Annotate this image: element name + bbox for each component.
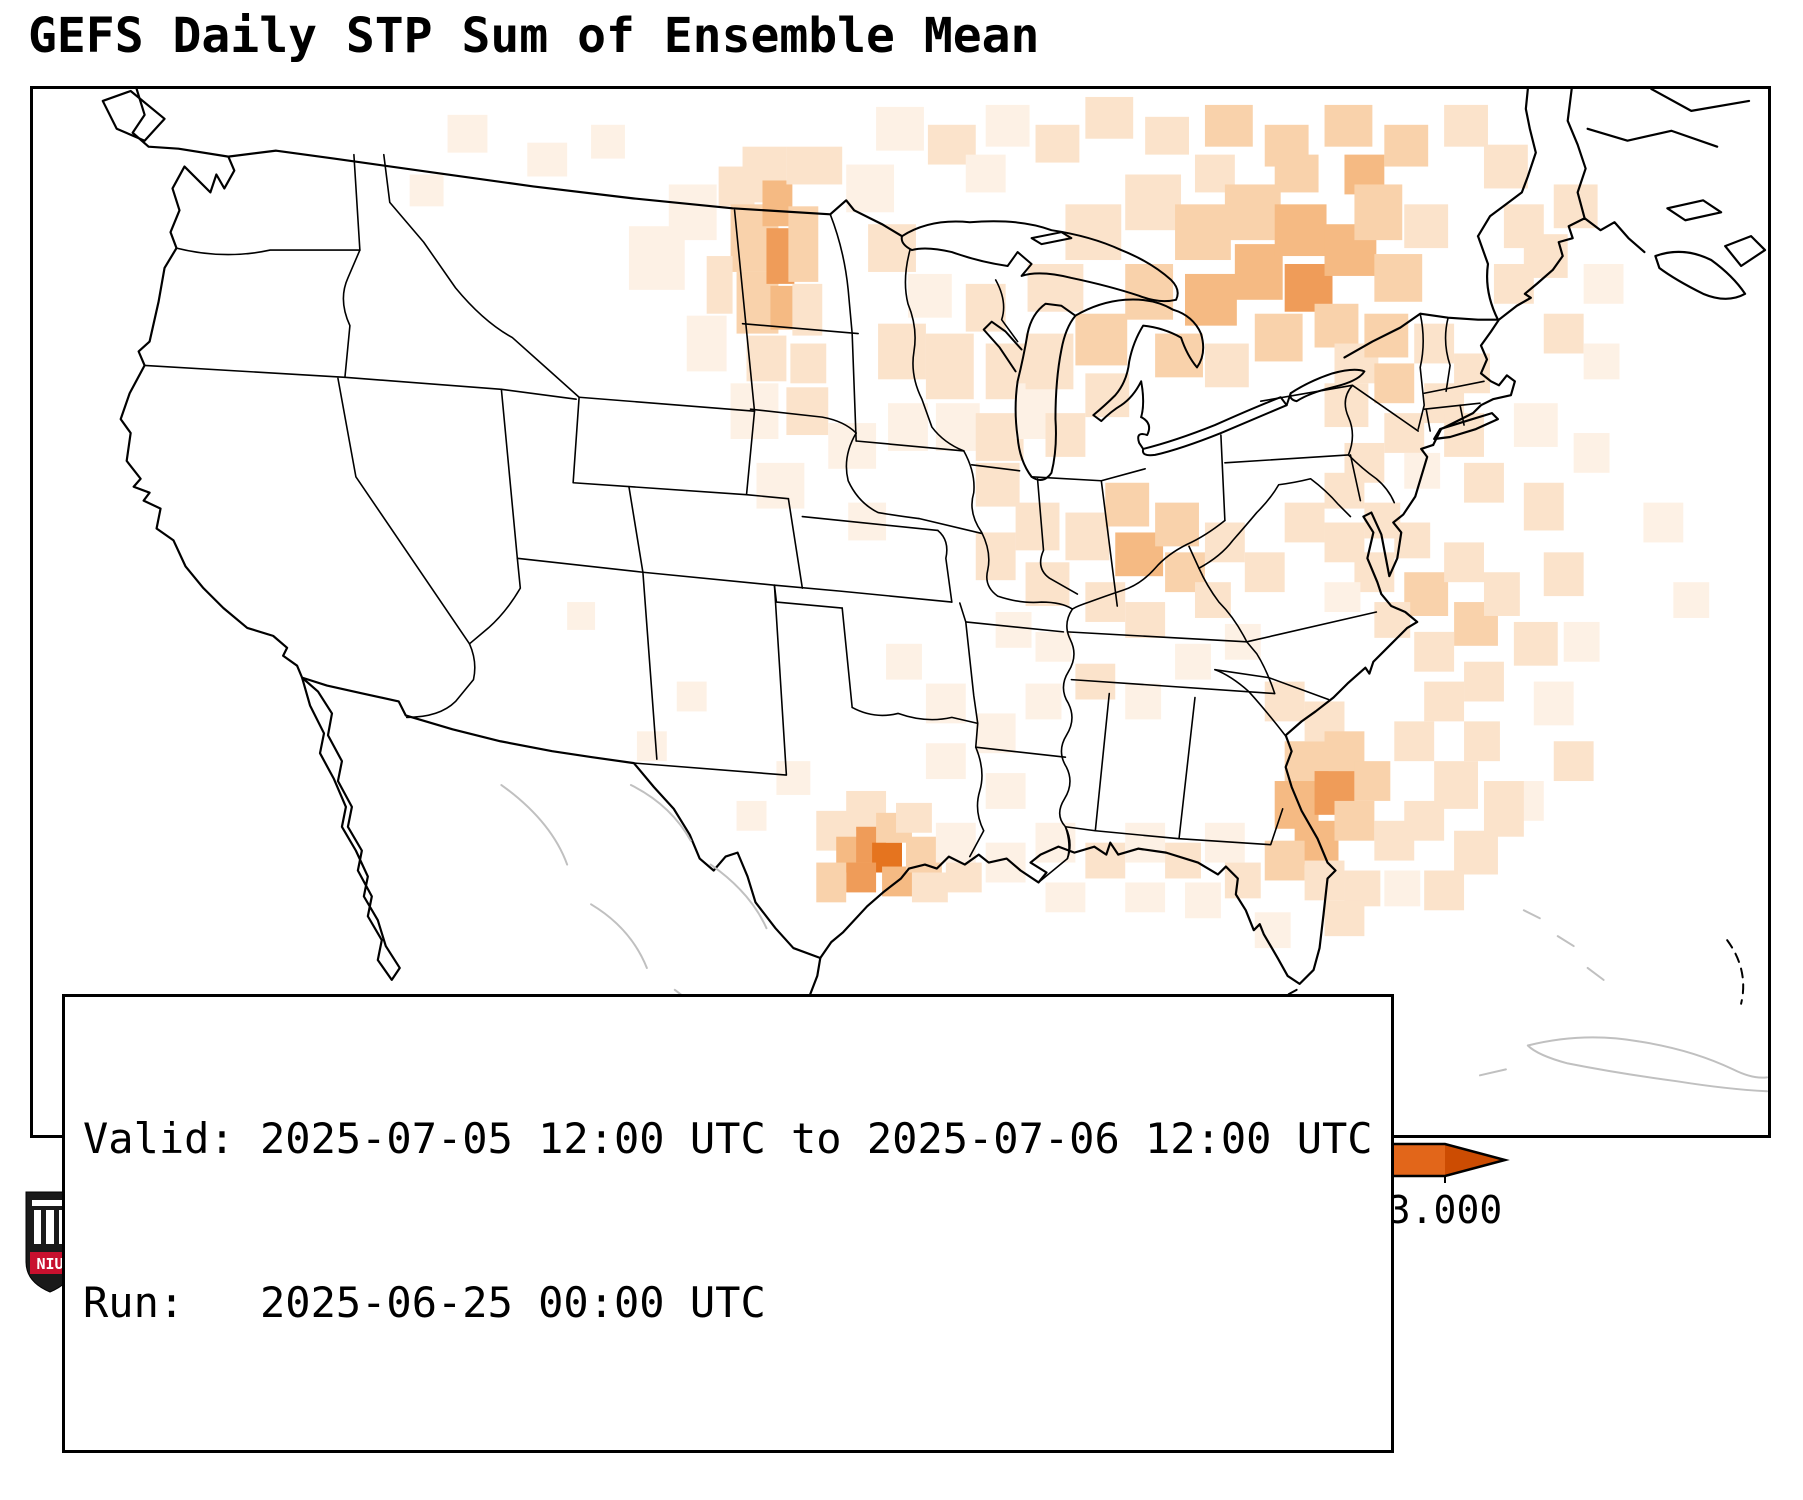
niu-castle-battlement: [32, 1200, 68, 1206]
niu-castle-tower: [34, 1210, 41, 1244]
map-panel: [30, 86, 1771, 1138]
us-map: [101, 89, 1768, 1135]
lake-huron: [1074, 298, 1205, 423]
figure-title: GEFS Daily STP Sum of Ensemble Mean: [28, 8, 1040, 64]
cape-breton: [1724, 235, 1767, 268]
atlantic-dashed-edge: [1726, 939, 1745, 1005]
lake-st-clair: [1137, 416, 1151, 450]
valid-line: Valid: 2025-07-05 12:00 UTC to 2025-07-0…: [83, 1114, 1373, 1164]
lake-ontario: [1289, 368, 1366, 403]
new-england-coast: [1432, 217, 1646, 447]
niu-text: NIU: [36, 1255, 63, 1273]
green-bay: [982, 320, 1023, 373]
canada-border: [227, 149, 904, 238]
bahamas: [1478, 909, 1605, 1077]
isle-royale: [1030, 231, 1073, 246]
state-borders: [143, 153, 1485, 884]
lake-erie: [1141, 396, 1288, 457]
prince-edward-island: [1666, 199, 1723, 222]
nova-scotia: [1654, 250, 1747, 300]
cuba: [1526, 1036, 1768, 1093]
niu-red-band: [30, 1252, 70, 1274]
valid-run-info-box: Valid: 2025-07-05 12:00 UTC to 2025-07-0…: [62, 994, 1394, 1453]
colorbar-tick-label: 3.000: [1387, 1188, 1503, 1232]
maine-quebec-border: [1476, 89, 1537, 238]
vancouver-island: [101, 89, 166, 142]
pacific-mexico-coast: [119, 89, 859, 1135]
niagara-river: [1285, 392, 1292, 407]
maine-nh-border: [1476, 235, 1500, 321]
baja-coast: [300, 676, 401, 981]
niu-castle-tower: [46, 1210, 54, 1244]
great-lakes: [900, 220, 1366, 481]
maine-nb-border: [1566, 89, 1587, 220]
gulf-atlantic-coast: [819, 443, 1435, 985]
lake-superior: [900, 220, 1179, 303]
gaspe-coast: [1586, 127, 1719, 148]
st-lawrence-north-shore: [1650, 89, 1751, 112]
coastline-paths: [101, 89, 1767, 1135]
run-line: Run: 2025-06-25 00:00 UTC: [83, 1277, 766, 1327]
stp-shading-cells: [409, 96, 1710, 949]
